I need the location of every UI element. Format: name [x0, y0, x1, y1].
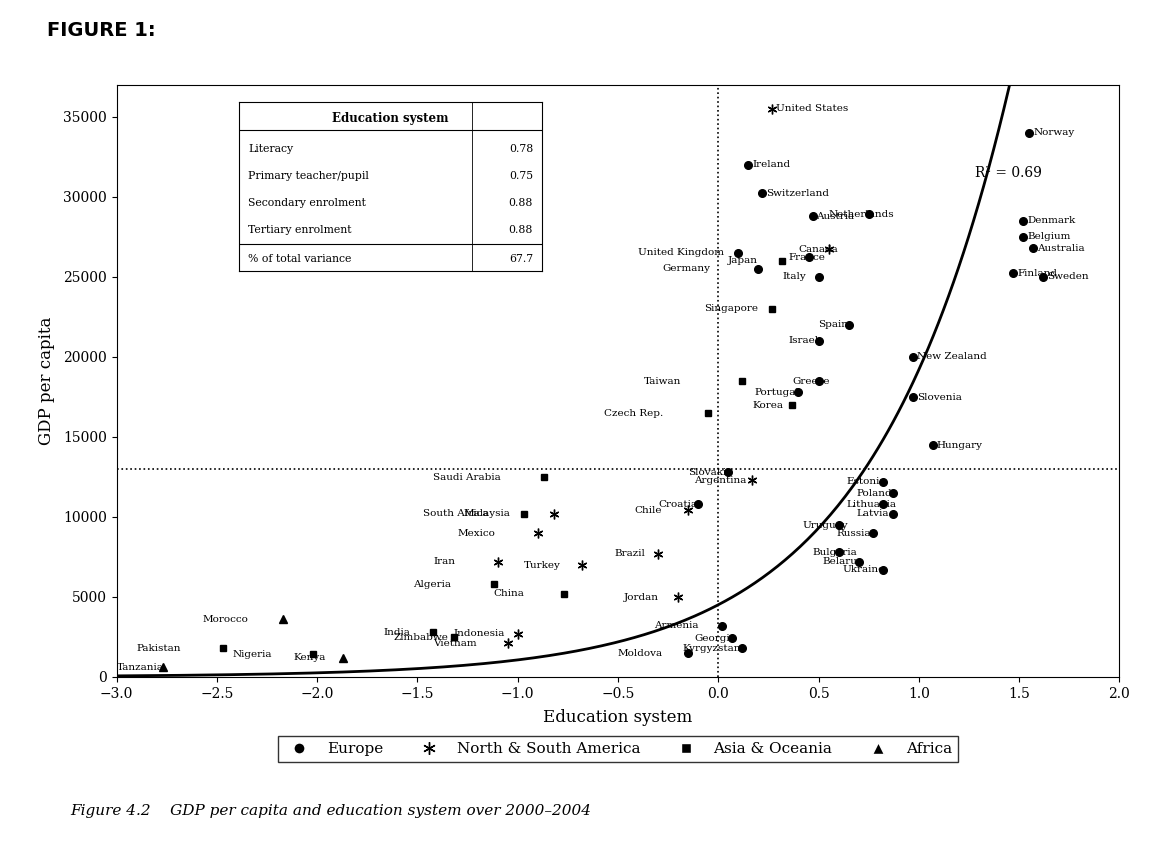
Text: New Zealand: New Zealand	[916, 353, 986, 361]
Text: Greece: Greece	[793, 376, 830, 386]
Text: Moldova: Moldova	[618, 649, 663, 657]
Text: Israel: Israel	[788, 337, 819, 345]
Text: Estonia: Estonia	[847, 477, 886, 486]
Text: Tertiary enrolment: Tertiary enrolment	[248, 225, 352, 235]
Legend: Europe, North & South America, Asia & Oceania, Africa: Europe, North & South America, Asia & Oc…	[279, 736, 957, 762]
Text: South Africa: South Africa	[423, 509, 489, 519]
Text: United States: United States	[777, 104, 849, 113]
Text: 0.88: 0.88	[508, 225, 533, 235]
Text: Spain: Spain	[819, 321, 849, 329]
Text: Singapore: Singapore	[704, 305, 758, 314]
Text: Zimbabwe: Zimbabwe	[393, 633, 448, 641]
Text: % of total variance: % of total variance	[248, 254, 351, 264]
Text: Chile: Chile	[634, 506, 661, 515]
Text: India: India	[384, 628, 410, 637]
Text: Lithuania: Lithuania	[847, 500, 897, 508]
Text: Brazil: Brazil	[614, 549, 645, 558]
Text: 0.88: 0.88	[508, 198, 533, 208]
Text: Poland: Poland	[857, 488, 892, 497]
Text: Slovakia: Slovakia	[688, 468, 732, 477]
Text: Korea: Korea	[752, 400, 784, 409]
Text: Australia: Australia	[1037, 244, 1084, 253]
Text: United Kingdom: United Kingdom	[638, 249, 724, 257]
Text: Czech Rep.: Czech Rep.	[604, 409, 663, 418]
Text: Mexico: Mexico	[457, 529, 496, 537]
Text: Switzerland: Switzerland	[766, 190, 829, 198]
Text: 0.78: 0.78	[508, 144, 533, 154]
Text: Denmark: Denmark	[1027, 217, 1075, 225]
Text: France: France	[788, 253, 826, 262]
Text: Taiwan: Taiwan	[644, 376, 681, 386]
Text: Armenia: Armenia	[654, 621, 698, 630]
Text: Secondary enrolment: Secondary enrolment	[248, 198, 366, 208]
Text: Morocco: Morocco	[203, 615, 248, 624]
Text: Hungary: Hungary	[936, 441, 983, 449]
Text: Kenya: Kenya	[293, 653, 325, 662]
Text: Japan: Japan	[729, 256, 758, 266]
Text: Italy: Italy	[782, 272, 806, 282]
Text: Saudi Arabia: Saudi Arabia	[434, 473, 501, 481]
Text: Malaysia: Malaysia	[464, 509, 511, 519]
Text: Education system: Education system	[332, 112, 449, 124]
Text: Netherlands: Netherlands	[829, 210, 894, 219]
Text: Algeria: Algeria	[414, 580, 451, 589]
Text: Turkey: Turkey	[524, 561, 561, 569]
Text: Vietnam: Vietnam	[434, 639, 477, 648]
Text: Bulgaria: Bulgaria	[813, 547, 857, 557]
Text: Ireland: Ireland	[752, 161, 791, 169]
Text: Literacy: Literacy	[248, 144, 294, 154]
Text: Slovenia: Slovenia	[916, 393, 962, 402]
X-axis label: Education system: Education system	[543, 709, 693, 726]
Text: Norway: Norway	[1033, 129, 1074, 137]
Text: Belarus: Belarus	[822, 558, 863, 566]
Text: Belgium: Belgium	[1027, 233, 1070, 241]
Text: Pakistan: Pakistan	[136, 644, 181, 653]
Text: Georgia: Georgia	[694, 634, 736, 643]
Text: Germany: Germany	[662, 265, 710, 273]
Text: Canada: Canada	[799, 245, 838, 255]
Text: R² = 0.69: R² = 0.69	[975, 167, 1042, 180]
Text: 67.7: 67.7	[510, 254, 533, 264]
Text: Nigeria: Nigeria	[233, 651, 273, 659]
Text: China: China	[493, 590, 525, 598]
Text: Primary teacher/pupil: Primary teacher/pupil	[248, 171, 368, 181]
Y-axis label: GDP per capita: GDP per capita	[37, 316, 55, 445]
Text: Croatia: Croatia	[658, 500, 697, 508]
Text: Figure 4.2    GDP per capita and education system over 2000–2004: Figure 4.2 GDP per capita and education …	[70, 804, 591, 818]
Text: FIGURE 1:: FIGURE 1:	[47, 21, 155, 40]
Text: Austria: Austria	[816, 212, 855, 221]
Text: Argentina: Argentina	[694, 475, 746, 485]
Text: Sweden: Sweden	[1047, 272, 1089, 282]
Text: Finland: Finland	[1017, 269, 1058, 278]
Text: Jordan: Jordan	[624, 592, 659, 602]
Text: Russia: Russia	[836, 529, 871, 537]
Text: Ukraine: Ukraine	[843, 565, 885, 574]
Text: Uruguay: Uruguay	[802, 520, 848, 530]
Text: 0.75: 0.75	[510, 171, 533, 181]
Text: Portugal: Portugal	[754, 387, 799, 397]
Text: Indonesia: Indonesia	[454, 629, 505, 639]
Text: Kyrgyzstan: Kyrgyzstan	[682, 644, 740, 653]
Text: Tanzania: Tanzania	[117, 663, 163, 672]
Text: Iran: Iran	[434, 558, 456, 566]
Text: Latvia: Latvia	[857, 509, 890, 519]
